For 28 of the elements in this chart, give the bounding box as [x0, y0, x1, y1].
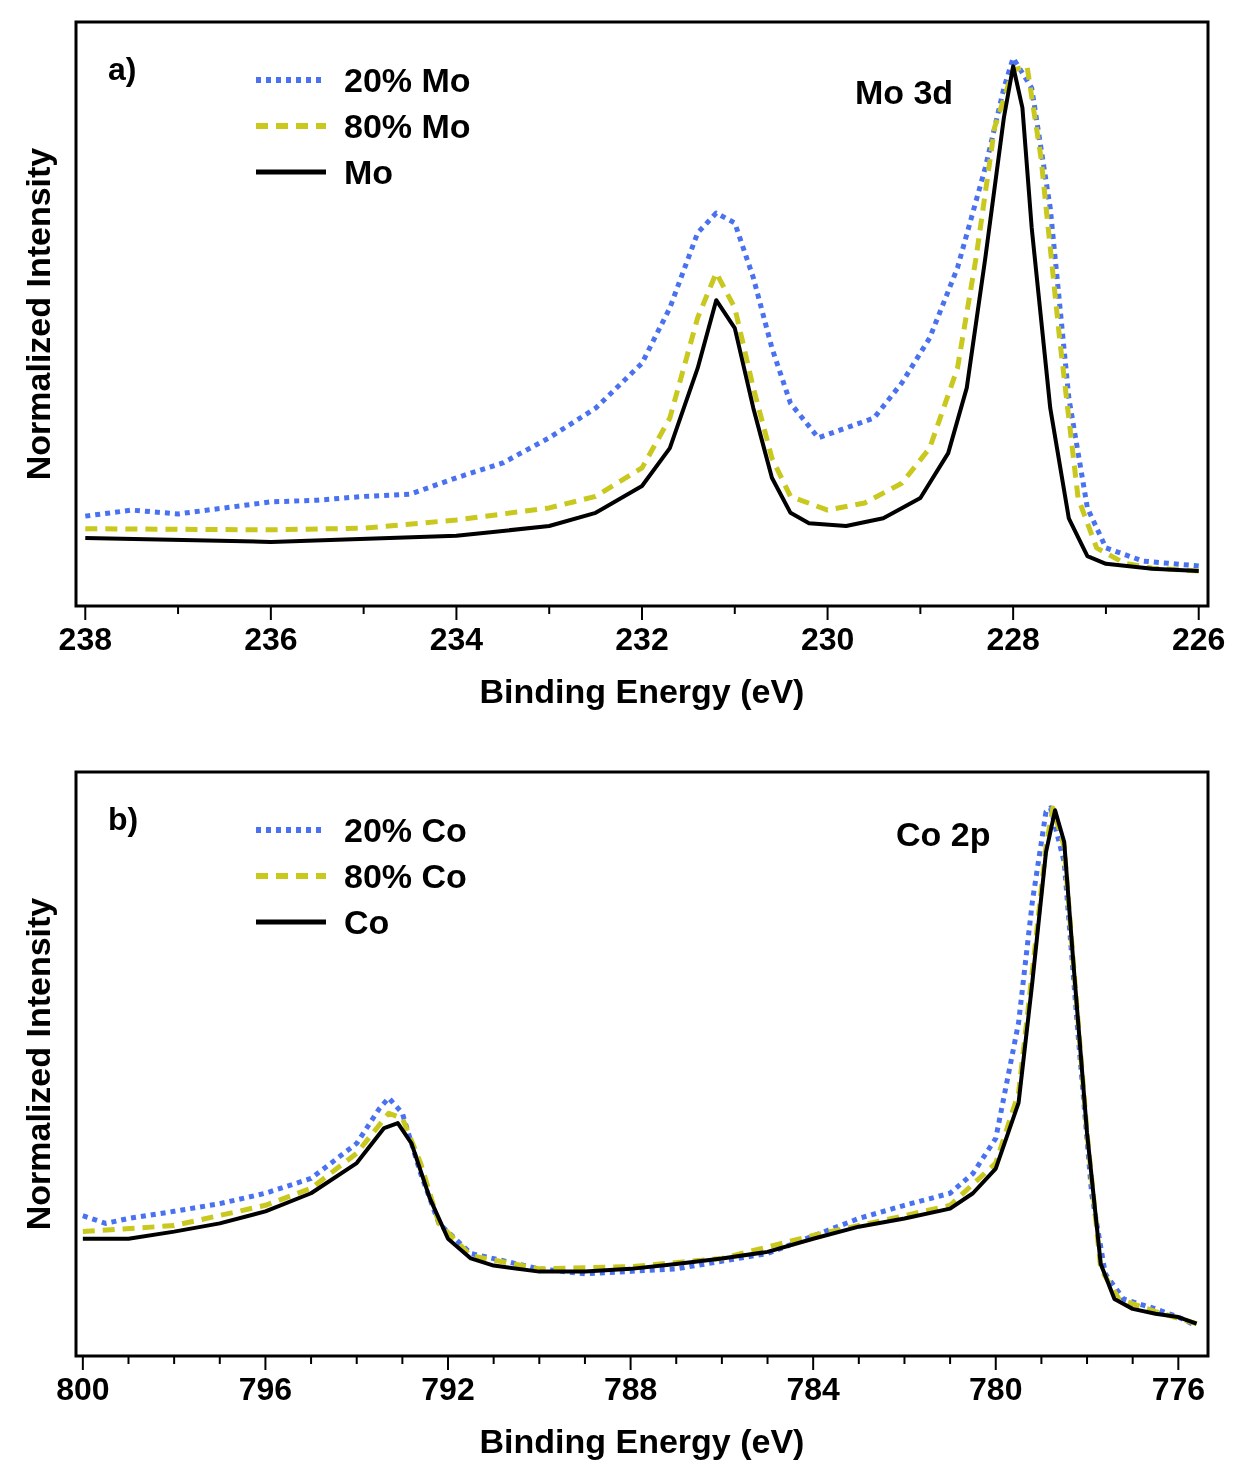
x-tick-label: 236 [244, 621, 298, 657]
legend-label: 20% Mo [344, 61, 471, 99]
x-tick-label: 238 [58, 621, 112, 657]
y-axis-title: Normalized Intensity [19, 147, 57, 481]
x-tick-label: 234 [429, 621, 484, 657]
legend-label: 80% Mo [344, 107, 471, 145]
x-tick-label: 226 [1172, 621, 1226, 657]
x-tick-label: 228 [986, 621, 1040, 657]
annotation: a) [108, 51, 137, 87]
x-axis-title: Binding Energy (eV) [479, 1422, 805, 1460]
x-tick-label: 230 [800, 621, 855, 657]
x-axis-title: Binding Energy (eV) [479, 672, 805, 710]
x-tick-label: 780 [969, 1371, 1023, 1407]
x-tick-label: 776 [1151, 1371, 1206, 1407]
legend-label: Co [344, 903, 390, 941]
x-tick-label: 800 [56, 1371, 110, 1407]
legend-label: Mo [344, 153, 394, 191]
x-tick-label: 788 [603, 1371, 658, 1407]
x-tick-label: 784 [786, 1371, 841, 1407]
x-tick-label: 792 [421, 1371, 475, 1407]
x-tick-label: 796 [238, 1371, 293, 1407]
legend-label: 80% Co [344, 857, 467, 895]
annotation: Co 2p [896, 815, 991, 853]
y-axis-title: Normalized Intensity [19, 897, 57, 1231]
legend-label: 20% Co [344, 811, 467, 849]
annotation: Mo 3d [854, 73, 954, 112]
annotation: b) [108, 801, 139, 837]
x-tick-label: 232 [615, 621, 669, 657]
